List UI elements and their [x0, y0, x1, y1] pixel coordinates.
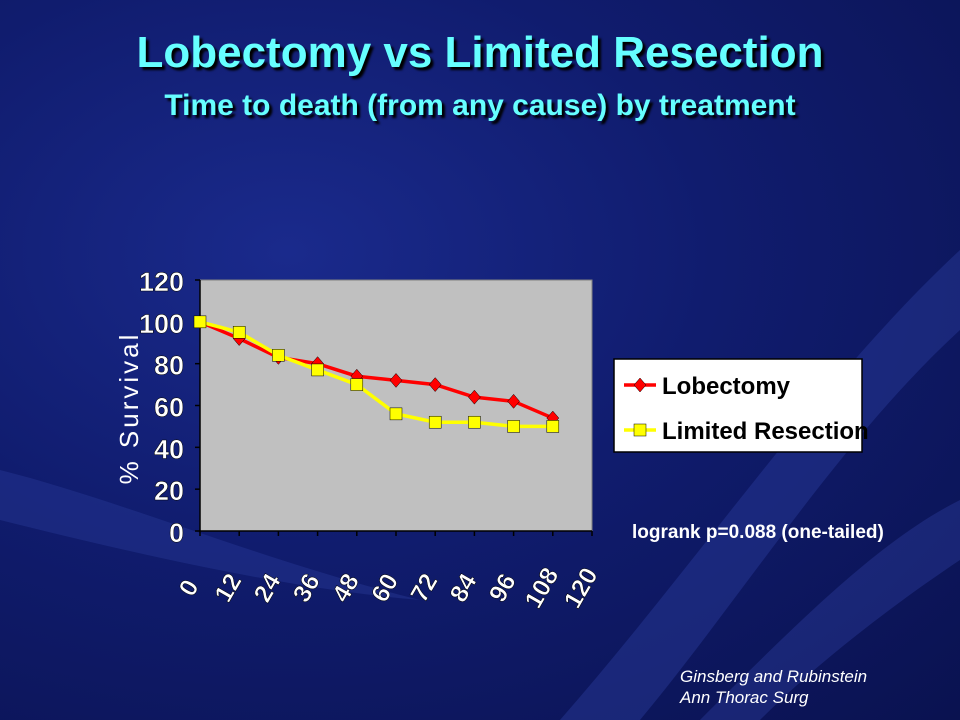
y-tick-label: 0: [169, 518, 184, 548]
citation: Ginsberg and Rubinstein Ann Thorac Surg: [680, 666, 867, 708]
data-point-series-2: [232, 326, 246, 339]
slide-title: Lobectomy vs Limited Resection: [136, 28, 824, 77]
data-point-series-1: [468, 389, 481, 405]
y-tick-label: 40: [154, 434, 184, 464]
data-point-series-2: [193, 315, 207, 329]
series-line-1: [199, 320, 554, 420]
citation-authors: Ginsberg and Rubinstein: [680, 667, 868, 686]
y-tick-label: 80: [154, 351, 184, 381]
data-point-series-2: [389, 407, 403, 421]
x-tick-label: 48: [327, 569, 365, 607]
data-point-series-2: [546, 420, 560, 433]
y-tick-label: 120: [139, 267, 184, 297]
plot-area: [199, 279, 593, 532]
legend-box: [613, 358, 863, 453]
series-line-2: [199, 320, 553, 429]
data-point-series-2: [350, 378, 364, 391]
data-point-series-1: [428, 377, 442, 392]
data-point-series-2: [468, 415, 481, 429]
data-point-series-2: [311, 363, 324, 377]
data-point-series-2: [272, 349, 285, 362]
x-tick-label: 120: [559, 563, 604, 613]
y-tick-label: 100: [139, 309, 184, 339]
citation-journal: Ann Thorac Surg: [680, 688, 809, 707]
legend-label-2: Limited Resection: [662, 418, 869, 445]
data-point-series-1: [507, 393, 520, 409]
x-tick-label: 84: [444, 569, 482, 607]
y-axis-label: % Survival: [114, 332, 144, 485]
legend-marker-1: [633, 377, 647, 393]
data-point-series-1: [389, 373, 403, 388]
x-tick-label: 36: [288, 569, 326, 607]
x-tick-label: 72: [405, 569, 443, 607]
x-tick-label: 12: [209, 569, 247, 607]
data-point-series-2: [428, 415, 442, 429]
x-tick-label: 60: [366, 569, 404, 607]
x-tick-label: 96: [484, 569, 522, 607]
data-point-series-2: [507, 420, 520, 433]
logrank-note: logrank p=0.088 (one-tailed): [632, 522, 884, 543]
legend-marker-2: [633, 423, 647, 437]
x-tick-label: 108: [519, 563, 564, 613]
x-tick-label: 0: [173, 575, 204, 601]
y-tick-label: 60: [154, 393, 184, 423]
legend-label-1: Lobectomy: [662, 373, 791, 400]
y-tick-label: 20: [154, 476, 184, 506]
x-tick-label: 24: [248, 569, 286, 607]
slide-subtitle: Time to death (from any cause) by treatm…: [164, 89, 796, 122]
